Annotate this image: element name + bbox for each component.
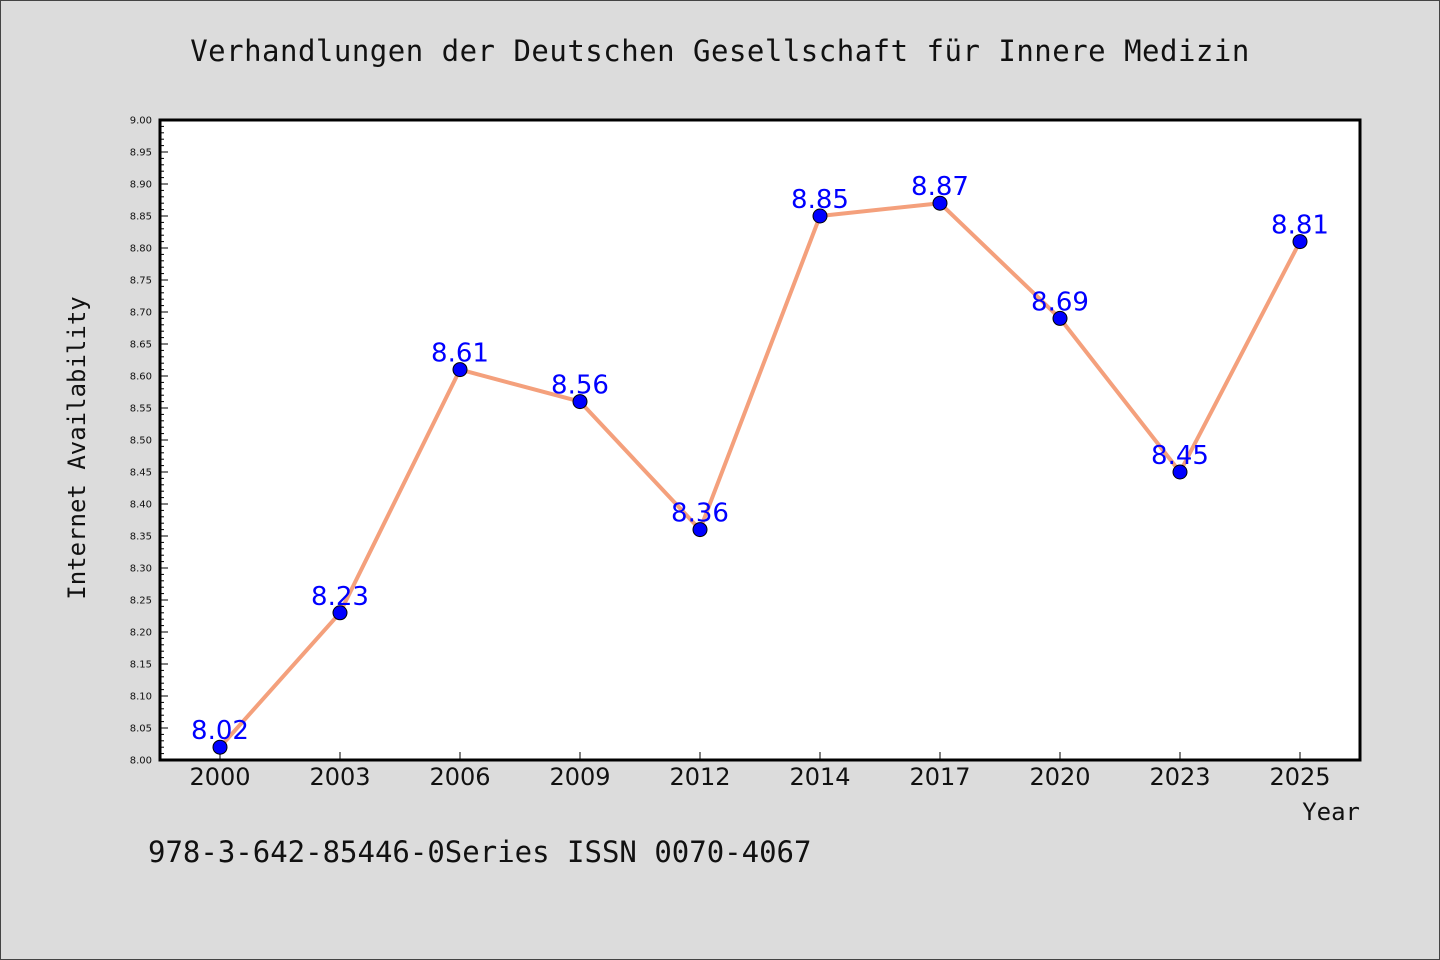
y-tick-label: 8.05 [130,724,152,735]
data-point [572,394,588,410]
data-point [1052,310,1068,326]
plot-area [158,118,1362,762]
x-tick-label: 2012 [669,763,730,791]
series-group: 8.02 8.23 8.61 8.56 8.36 8.85 8.87 8.69 8.45 8.81 [191,172,1329,755]
x-tick-label: 2020 [1029,763,1090,791]
data-label: 8.87 [911,172,969,202]
data-point [932,195,948,211]
y-tick-label: 8.80 [130,244,152,255]
y-tick-label: 8.30 [130,564,152,575]
data-label: 8.02 [191,716,249,746]
y-tick-label: 8.75 [130,276,152,287]
y-axis-label: Internet Availability [63,296,91,599]
data-label: 8.36 [671,499,729,529]
y-tick-label: 8.25 [130,596,152,607]
y-tick-label: 8.85 [130,212,152,223]
y-tick-label: 8.20 [130,628,152,639]
data-label: 8.56 [551,371,609,401]
y-tick-label: 8.60 [130,372,152,383]
y-tick-label: 8.95 [130,148,152,159]
x-tick-label: 2023 [1149,763,1210,791]
data-point [692,522,708,538]
y-tick-label: 8.70 [130,308,152,319]
data-label: 8.45 [1151,441,1209,471]
x-tick-label: 2014 [789,763,850,791]
y-tick-label: 8.35 [130,532,152,543]
data-label: 8.81 [1271,211,1329,241]
y-tick-label: 8.40 [130,500,152,511]
data-point [332,605,348,621]
x-tick-label: 2006 [429,763,490,791]
x-tick-label: 2003 [309,763,370,791]
y-tick-label: 8.00 [130,756,152,767]
data-point [1292,234,1308,250]
data-point [452,362,468,378]
data-point [812,208,828,224]
data-label: 8.61 [431,339,489,369]
y-tick-label: 8.15 [130,660,152,671]
data-point [1172,464,1188,480]
y-tick-label: 8.90 [130,180,152,191]
series-line [218,201,1302,749]
chart-title: Verhandlungen der Deutschen Gesellschaft… [190,34,1250,68]
x-tick-label: 2025 [1269,763,1330,791]
y-tick-label: 8.65 [130,340,152,351]
data-point [212,739,228,755]
data-label: 8.69 [1031,287,1089,317]
x-axis-label: Year [1302,798,1360,826]
y-tick-label: 8.50 [130,436,152,447]
y-axis-ticks: 8.00 8.05 8.10 8.15 8.20 8.25 8.30 8.35 8.40 8.45… [130,116,168,767]
footer-note: 978-3-642-85446-0Series ISSN 0070-4067 [148,835,812,869]
x-axis-ticks: 2000 2003 2006 2009 2012 2014 2017 2020 2023 2025 [189,752,1331,791]
data-label: 8.85 [791,185,849,215]
y-tick-label: 8.55 [130,404,152,415]
y-tick-label: 8.10 [130,692,152,703]
x-tick-label: 2009 [549,763,610,791]
x-tick-label: 2000 [189,763,250,791]
y-tick-label: 9.00 [130,116,152,127]
data-label: 8.23 [311,582,369,612]
x-tick-label: 2017 [909,763,970,791]
y-tick-label: 8.45 [130,468,152,479]
